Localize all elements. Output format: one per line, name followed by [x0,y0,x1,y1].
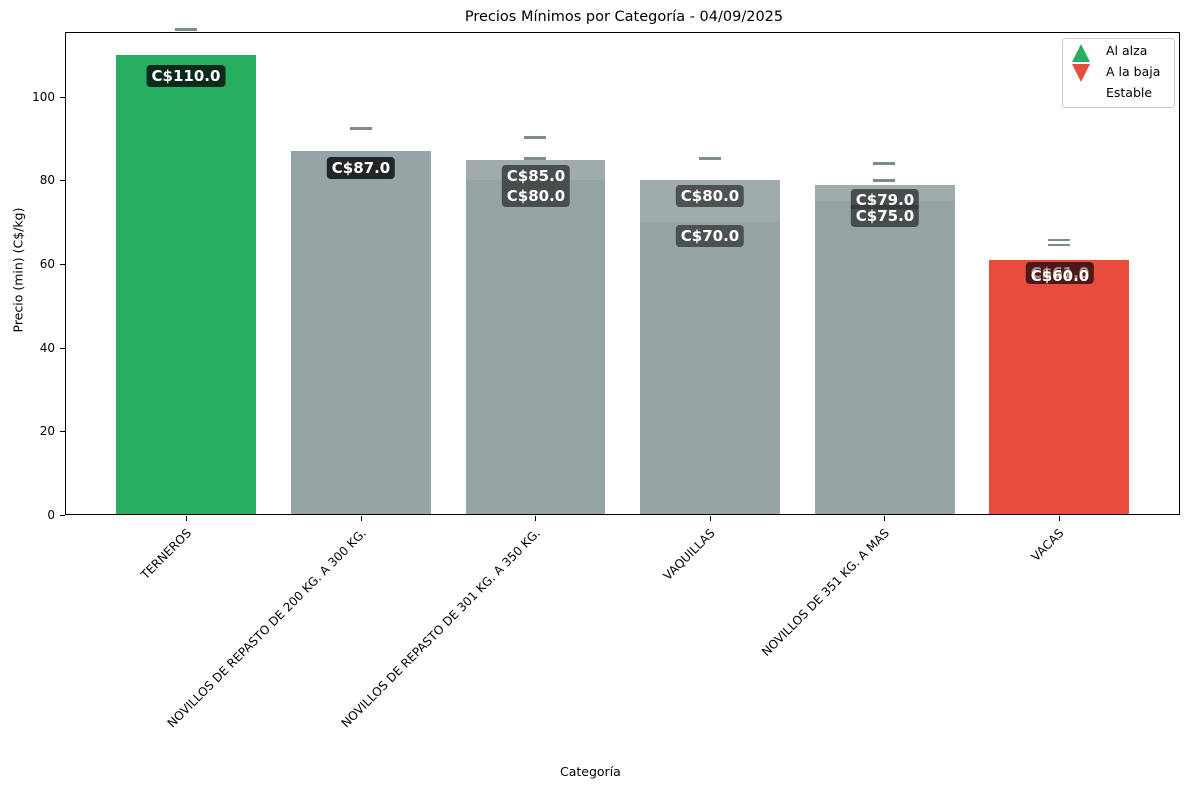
trend-marker [1048,239,1070,241]
trend-marker [873,179,895,182]
x-tick-label: NOVILLOS DE REPASTO DE 301 KG. A 350 KG. [338,526,543,731]
plot-area [65,32,1180,515]
legend-item-al-alza: Al alza [1106,43,1148,58]
bar-terneros [116,55,256,515]
bar-vaquillas-secondary [640,222,780,515]
trend-marker [524,136,546,139]
bar-vacas [989,260,1129,515]
x-tick-label: NOVILLOS DE REPASTO DE 200 KG. A 300 KG. [164,526,369,731]
y-tick: 20 [0,424,65,445]
triangle-down-icon [1072,64,1090,82]
y-axis-label: Precio (min) (C$/kg) [10,207,26,333]
bar-novillos-200-300 [291,151,431,515]
data-label: C$87.0 [326,157,396,179]
data-label: C$110.0 [146,65,226,87]
data-label: C$75.0 [850,205,920,227]
x-tick-label: NOVILLOS DE 351 KG. A MAS [758,526,892,660]
x-axis-label: Categoría [560,764,621,779]
data-label: C$80.0 [501,185,571,207]
x-tick-label: VAQUILLAS [660,526,718,584]
trend-marker [175,28,197,31]
legend-item-a-la-baja: A la baja [1106,64,1161,79]
x-tick-label: VACAS [1028,526,1067,564]
trend-marker [524,157,546,160]
data-label: C$61.0 [1025,262,1095,284]
bar-novillos-351-mas-secondary [815,201,955,515]
chart-title: Precios Mínimos por Categoría - 04/09/20… [464,9,784,25]
x-tick [186,516,187,521]
trend-marker [873,162,895,165]
y-tick: 0 [0,508,65,529]
legend: Al alza A la baja Estable [1062,38,1175,108]
data-label: C$80.0 [675,185,745,207]
y-tick: 80 [0,173,65,194]
x-tick [361,516,362,521]
x-tick-label: TERNEROS [137,526,194,583]
trend-marker [699,157,721,160]
y-tick: 40 [0,341,65,362]
y-tick: 100 [0,90,65,111]
trend-marker [1048,244,1070,246]
x-tick [710,516,711,521]
triangle-up-icon [1072,44,1090,62]
legend-item-estable: Estable [1106,85,1153,100]
data-label: C$70.0 [675,225,745,247]
x-tick [535,516,536,521]
bar-novillos-301-350-secondary [466,180,605,515]
trend-marker [350,127,372,130]
x-tick [884,516,885,521]
y-tick: 60 [0,257,65,278]
data-label: C$60.0 [1030,267,1090,285]
data-label: C$85.0 [501,165,571,185]
x-tick [1059,516,1060,521]
data-label: C$79.0 [850,189,920,209]
